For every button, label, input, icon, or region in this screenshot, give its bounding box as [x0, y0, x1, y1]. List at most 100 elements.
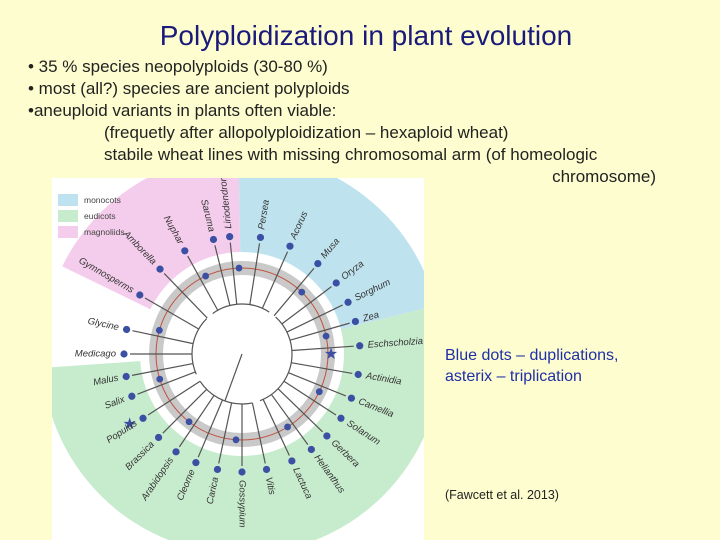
- branch-actinidia: [291, 362, 353, 375]
- branch-saruma: [214, 245, 231, 306]
- legend-swatch-monocots: [58, 194, 78, 206]
- triplication-star-1: ★: [122, 416, 136, 433]
- root-branch: [224, 353, 243, 402]
- taxon-label-malus: Malus: [92, 373, 119, 389]
- branch-gymnosperms: [144, 297, 199, 330]
- duplication-dot-persea: [256, 233, 265, 242]
- taxon-label-liriodendron: Liriodendron: [218, 178, 234, 229]
- bullet-list: • 35 % species neopolyploids (30-80 %) •…: [28, 56, 718, 188]
- bullet-neopolyploids: • 35 % species neopolyploids (30-80 %): [28, 57, 328, 76]
- branch-oryza: [281, 286, 332, 325]
- taxon-label-persea: Persea: [256, 199, 272, 230]
- duplication-dot-eschscholzia: [356, 342, 364, 350]
- duplication-dot-salix: [128, 392, 136, 400]
- duplication-dot-zea: [351, 317, 360, 326]
- duplication-dot-arabidopsis: [172, 448, 180, 456]
- duplication-dot-carica: [213, 465, 222, 474]
- taxon-label-eschscholzia: Eschscholzia: [367, 336, 423, 351]
- legend-row-magnoliids: magnoliids: [58, 224, 136, 240]
- legend-label-magnoliids: magnoliids: [84, 227, 125, 237]
- duplication-dot-gymnosperms: [136, 291, 144, 299]
- branch-helianthus: [270, 394, 309, 445]
- branch-salix: [137, 371, 196, 395]
- phylogeny-figure: ★ ★ Liriodendron Persea Saruma Acorus Musa Oryz…: [52, 178, 424, 540]
- duplication-dot-musa: [314, 260, 322, 268]
- branch-lactuca: [262, 399, 290, 456]
- duplication-dot-gossypium: [238, 468, 246, 476]
- branch-carica: [218, 402, 233, 464]
- branch-brassica: [162, 388, 208, 434]
- duplication-dot-vitis: [262, 465, 271, 474]
- taxon-label-glycine: Glycine: [87, 316, 120, 333]
- bullet-ancient-polyploids: • most (all?) species are ancient polypl…: [28, 79, 350, 98]
- legend-swatch-eudicots: [58, 210, 78, 222]
- slide-title: Polyploidization in plant evolution: [159, 20, 573, 51]
- legend-label-eudicots: eudicots: [84, 211, 116, 221]
- branch-nuphar: [187, 255, 219, 311]
- branch-eschscholzia: [291, 345, 354, 352]
- branch-vitis: [251, 402, 266, 464]
- branch-gerbera: [277, 388, 323, 433]
- duplication-dot-malus: [122, 372, 130, 381]
- duplication-dot-ring-0: [235, 264, 243, 272]
- duplication-dot-amborella: [156, 265, 164, 273]
- duplication-dot-liriodendron: [226, 233, 234, 241]
- branch-zea: [289, 322, 350, 341]
- duplication-dot-ring-24: [155, 326, 163, 334]
- figure-note: Blue dots – duplications, asterix – trip…: [445, 345, 618, 387]
- duplication-dot-solanum: [337, 414, 345, 422]
- sub-bullet-allopolyploidization: (frequetly after allopolyploidization – …: [104, 123, 509, 142]
- taxon-label-medicago: Medicago: [75, 349, 116, 360]
- branch-glycine: [132, 330, 194, 345]
- duplication-dot-sorghum: [344, 298, 352, 306]
- duplication-dot-camellia: [347, 394, 356, 402]
- taxon-label-zea: Zea: [361, 309, 381, 324]
- branch-amborella: [163, 273, 208, 319]
- bullet-aneuploid: •aneuploid variants in plants often viab…: [28, 101, 337, 120]
- duplication-dot-actinidia: [354, 370, 362, 379]
- taxon-label-gossypium: Gossypium: [236, 480, 247, 528]
- note-duplications: Blue dots – duplications,: [445, 347, 619, 364]
- citation: (Fawcett et al. 2013): [445, 488, 559, 502]
- branch-acorus: [261, 251, 289, 309]
- legend-swatch-magnoliids: [58, 226, 78, 238]
- duplication-dot-oryza: [332, 279, 340, 287]
- duplication-dot-acorus: [286, 242, 294, 250]
- branch-malus: [131, 362, 194, 376]
- sub-bullet-wheat-lines: stabile wheat lines with missing chromos…: [104, 145, 598, 164]
- duplication-dot-nuphar: [181, 247, 189, 255]
- duplication-dot-brassica: [154, 433, 163, 442]
- triplication-star-0: ★: [324, 346, 338, 363]
- branch-solanum: [283, 380, 337, 416]
- legend-row-monocots: monocots: [58, 192, 136, 208]
- branch-musa: [273, 267, 315, 317]
- duplication-dot-cleome: [192, 459, 200, 467]
- note-triplication: asterix – triplication: [445, 368, 582, 385]
- duplication-dot-lactuca: [288, 457, 296, 465]
- duplication-dot-ring-12: [284, 423, 291, 431]
- sub-bullet-continuation: chromosome): [552, 167, 656, 186]
- taxon-label-vitis: Vitis: [263, 476, 278, 496]
- duplication-dot-medicago: [120, 350, 128, 358]
- duplication-dot-populus: [139, 414, 147, 422]
- duplication-dot-helianthus: [307, 445, 315, 454]
- duplication-dot-ring-3: [298, 288, 306, 296]
- duplication-dot-glycine: [122, 325, 131, 334]
- clade-legend: monocots eudicots magnoliids: [58, 192, 136, 240]
- legend-label-monocots: monocots: [84, 195, 121, 205]
- duplication-dot-ring-27: [202, 272, 210, 280]
- legend-row-eudicots: eudicots: [58, 208, 136, 224]
- duplication-dot-ring-18: [185, 418, 193, 426]
- branch-cleome: [197, 399, 224, 458]
- duplication-dot-ring-21: [156, 375, 164, 383]
- branch-camellia: [288, 372, 347, 397]
- branch-liriodendron: [229, 242, 238, 305]
- branch-sorghum: [286, 304, 343, 333]
- branch-persea: [249, 243, 261, 305]
- branch-arabidopsis: [178, 395, 215, 448]
- duplication-dot-ring-6: [322, 332, 330, 340]
- branch-populus: [147, 380, 201, 416]
- duplication-dot-gerbera: [323, 432, 331, 440]
- duplication-dot-saruma: [209, 235, 218, 244]
